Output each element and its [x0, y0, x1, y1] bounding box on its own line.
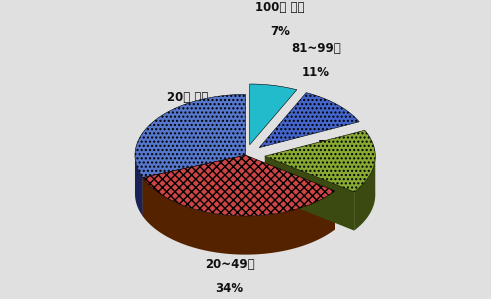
Text: 7%: 7% — [270, 25, 290, 38]
Polygon shape — [135, 155, 143, 216]
Text: 34%: 34% — [216, 282, 244, 295]
Text: 50~80인: 50~80인 — [317, 139, 366, 152]
Text: 11%: 11% — [302, 66, 330, 80]
Text: 31%: 31% — [173, 115, 201, 128]
Polygon shape — [250, 84, 297, 145]
Polygon shape — [354, 156, 375, 231]
Text: 81~99인: 81~99인 — [291, 42, 341, 55]
Polygon shape — [259, 93, 359, 148]
Polygon shape — [246, 155, 335, 230]
Polygon shape — [265, 130, 375, 192]
Polygon shape — [143, 155, 335, 216]
Text: 20인 이하: 20인 이하 — [166, 91, 208, 104]
Polygon shape — [265, 156, 354, 231]
Polygon shape — [143, 155, 246, 216]
Text: 20~49인: 20~49인 — [205, 258, 254, 271]
Polygon shape — [135, 94, 246, 178]
Polygon shape — [143, 155, 246, 216]
Polygon shape — [143, 178, 335, 255]
Text: 100인 이상: 100인 이상 — [255, 1, 305, 14]
Text: 17%: 17% — [327, 163, 355, 176]
